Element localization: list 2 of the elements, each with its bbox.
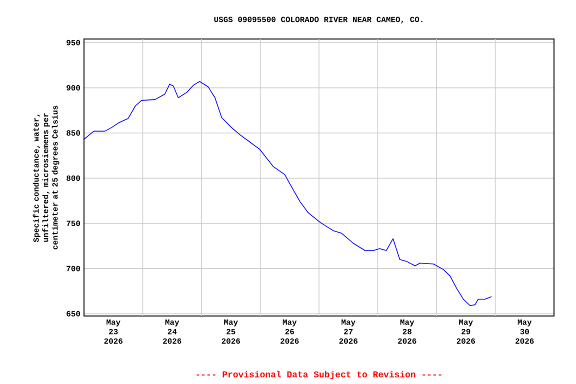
- text: ---- Provisional Data Subject to Revision ----: [196, 370, 442, 380]
- line-series: [84, 81, 492, 306]
